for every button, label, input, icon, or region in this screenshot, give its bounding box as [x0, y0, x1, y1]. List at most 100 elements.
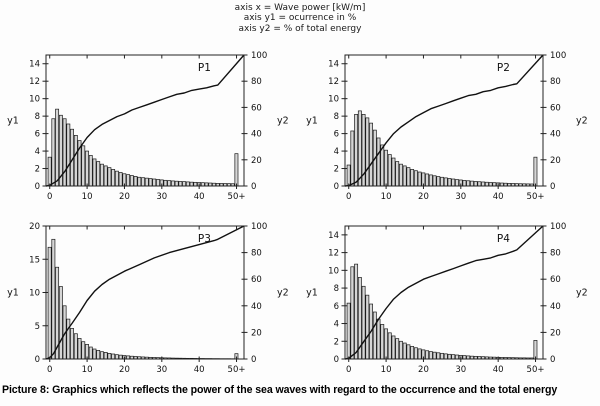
- x-tick-label: 0: [47, 192, 52, 202]
- histogram-bars: [346, 263, 538, 360]
- bar: [410, 346, 415, 360]
- header-line-y2: axis y2 = % of total energy: [238, 23, 362, 34]
- x-tick-label: 20: [418, 365, 429, 375]
- y1-tick-label: 12: [328, 77, 339, 87]
- bar: [55, 108, 60, 187]
- bar: [387, 154, 392, 187]
- bar: [152, 178, 157, 187]
- y2-tick-label: 0: [251, 182, 256, 192]
- bar: [443, 353, 448, 360]
- bar: [533, 156, 538, 187]
- x-tick-label: 0: [346, 365, 351, 375]
- axis-ticks: [42, 225, 248, 362]
- figure-header: axis x = Wave power [kW/m] axis y1 = ocu…: [0, 3, 600, 34]
- bar: [417, 348, 422, 360]
- bar: [141, 177, 145, 187]
- x-tick-label: 10: [381, 365, 392, 375]
- figure-caption: Picture 8: Graphics which reflects the p…: [2, 384, 558, 396]
- bar: [47, 246, 52, 360]
- y2-tick-label: 100: [251, 51, 267, 61]
- y1-tick-label: 12: [29, 77, 40, 87]
- panel-title: P4: [497, 233, 510, 245]
- y2-tick-label: 60: [251, 275, 262, 285]
- x-tick-label: 0: [47, 365, 52, 375]
- y2-axis-label: y2: [277, 288, 289, 299]
- y2-tick-label: 60: [251, 103, 262, 113]
- bar: [58, 286, 63, 360]
- bar: [451, 178, 456, 187]
- bar: [103, 352, 108, 360]
- x-tick-label: 30: [455, 192, 466, 202]
- bar: [148, 178, 153, 187]
- y2-tick-label: 60: [550, 275, 561, 285]
- y1-tick-label: 0: [35, 182, 40, 192]
- y1-tick-label: 6: [334, 130, 339, 140]
- bar: [365, 117, 370, 187]
- bar: [51, 118, 56, 187]
- y1-tick-label: 0: [334, 355, 339, 365]
- tick-labels: 0 10 20 30 40 50+ 0 2 4 6 8 10 12 14 0 20 40 60 80 100: [328, 51, 566, 202]
- bar: [350, 266, 355, 360]
- bar: [436, 176, 441, 187]
- bar: [384, 328, 388, 360]
- bar: [73, 333, 78, 360]
- x-tick-label: 30: [156, 192, 167, 202]
- y2-tick-label: 0: [251, 355, 256, 365]
- bar: [361, 285, 366, 360]
- bar: [354, 114, 359, 187]
- bar: [455, 179, 459, 187]
- y2-tick-label: 100: [251, 222, 267, 232]
- y1-tick-label: 14: [29, 60, 40, 70]
- bar: [391, 335, 396, 360]
- bar: [100, 163, 104, 187]
- bar: [354, 263, 359, 360]
- y1-tick-label: 10: [29, 289, 40, 299]
- bar: [81, 341, 86, 360]
- bar: [107, 167, 112, 187]
- x-tick-label: 50+: [527, 192, 545, 202]
- y1-tick-label: 10: [328, 266, 339, 276]
- bar: [96, 161, 101, 187]
- bar: [350, 130, 355, 187]
- y1-tick-label: 12: [328, 249, 339, 259]
- y2-tick-label: 80: [550, 77, 561, 87]
- y1-axis-label: y1: [7, 288, 19, 299]
- x-tick-label: 20: [119, 365, 130, 375]
- axis-ticks: [341, 54, 547, 189]
- y1-axis-label: y1: [306, 288, 318, 299]
- bar: [425, 173, 430, 187]
- x-tick-label: 40: [493, 192, 504, 202]
- bar: [428, 174, 433, 187]
- bar: [432, 351, 437, 360]
- y2-tick-label: 60: [550, 103, 561, 113]
- cumulative-energy-curve: [344, 225, 544, 360]
- bar: [387, 332, 392, 360]
- x-tick-label: 50+: [228, 365, 246, 375]
- bar: [51, 238, 56, 360]
- bar: [234, 153, 239, 187]
- bar: [137, 176, 142, 187]
- plot-frame: [45, 54, 245, 187]
- x-tick-label: 20: [119, 192, 130, 202]
- bar: [118, 354, 123, 360]
- y1-tick-label: 6: [35, 130, 40, 140]
- y2-tick-label: 40: [251, 130, 262, 140]
- bar: [171, 180, 175, 187]
- y1-axis-label: y1: [306, 116, 318, 127]
- y1-tick-label: 20: [29, 222, 40, 232]
- bar: [103, 165, 108, 187]
- bar: [88, 346, 93, 360]
- bar: [126, 174, 131, 187]
- bar: [406, 344, 411, 360]
- bar: [473, 181, 478, 187]
- y2-tick-label: 80: [550, 249, 561, 259]
- bar: [85, 150, 89, 187]
- histogram-bars: [47, 108, 239, 187]
- bar: [533, 340, 538, 360]
- x-tick-label: 50+: [228, 192, 246, 202]
- bar: [376, 137, 381, 187]
- cumulative-energy-curve: [45, 225, 245, 360]
- bar: [70, 328, 74, 360]
- x-tick-label: 40: [194, 365, 205, 375]
